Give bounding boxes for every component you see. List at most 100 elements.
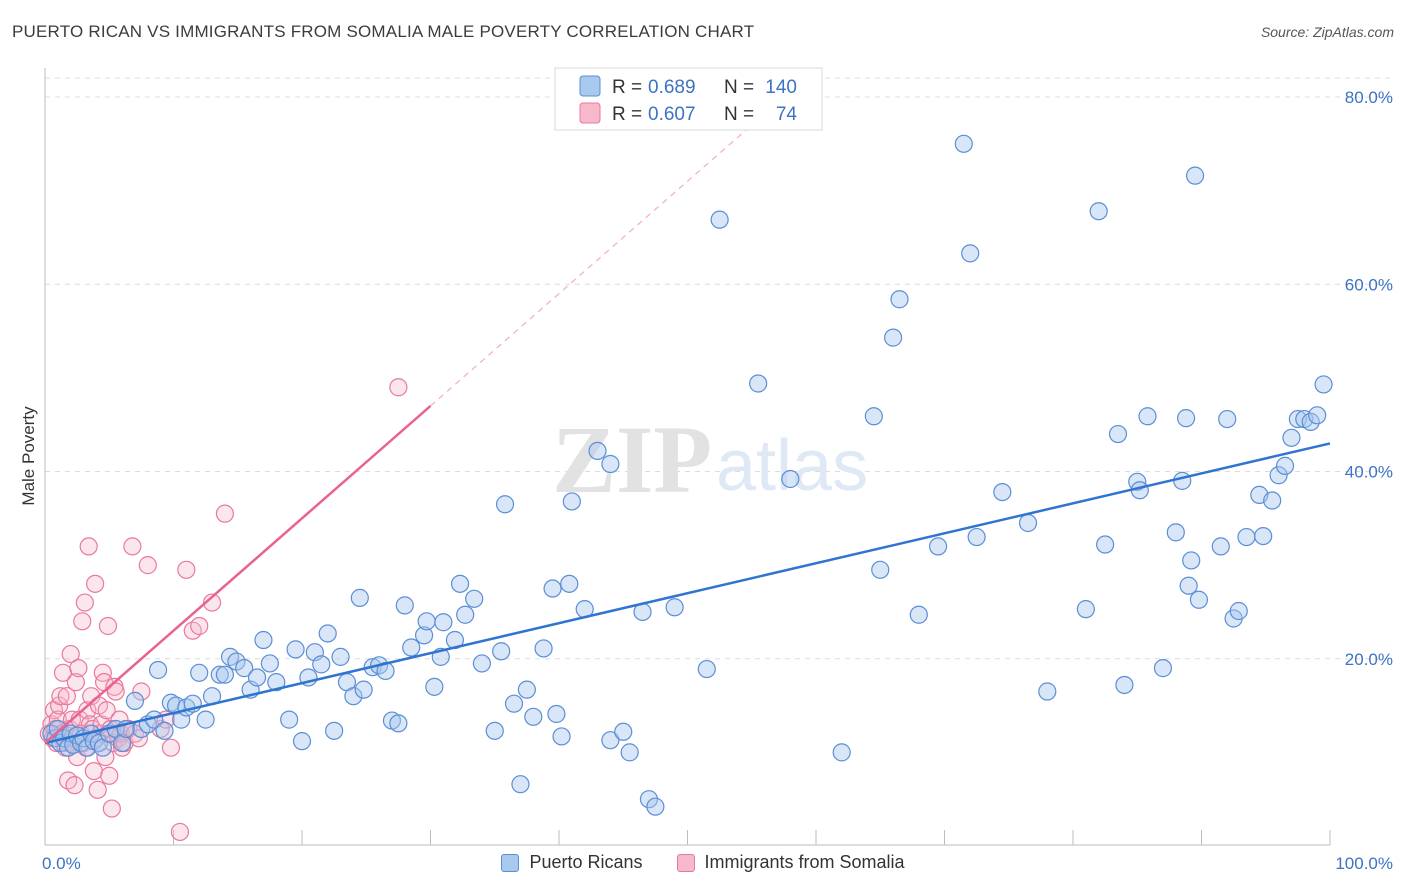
somalia-point <box>79 537 98 556</box>
puerto-rican-point <box>456 605 475 624</box>
puerto-rican-point <box>781 469 800 489</box>
puerto-rican-point <box>267 673 286 692</box>
somalia-point <box>61 644 80 664</box>
puerto-rican-point <box>1254 527 1273 546</box>
puerto-rican-point <box>961 244 980 263</box>
puerto-rican-point <box>993 482 1012 502</box>
puerto-rican-point <box>1153 659 1173 678</box>
somalia-point <box>97 701 116 720</box>
puerto-rican-point <box>890 290 909 309</box>
somalia-point <box>102 799 121 818</box>
puerto-rican-point <box>1301 412 1320 431</box>
legend-n-value-1: 140 <box>765 77 797 98</box>
puerto-rican-point <box>710 210 729 229</box>
puerto-rican-point <box>492 642 511 661</box>
puerto-rican-point <box>210 665 229 684</box>
puerto-rican-point <box>547 704 566 724</box>
somalia-trend-extension <box>430 68 817 407</box>
puerto-rican-point <box>450 574 470 593</box>
puerto-rican-point <box>543 579 562 598</box>
legend-r-value-1: 0.689 <box>648 77 696 98</box>
somalia-point <box>123 537 142 556</box>
puerto-rican-point <box>1089 202 1108 221</box>
puerto-rican-point <box>1269 466 1288 485</box>
puerto-rican-point <box>235 659 254 678</box>
legend: R = 0.689 N = 140 R = 0.607 N = 74 <box>554 67 823 131</box>
bottom-legend-label-somalia: Immigrants from Somalia <box>704 852 905 872</box>
puerto-rican-point <box>215 665 234 684</box>
puerto-rican-point <box>1282 428 1301 447</box>
puerto-rican-point <box>646 797 665 816</box>
puerto-rican-point <box>1173 471 1192 490</box>
puerto-rican-trend-line <box>44 442 1331 745</box>
legend-swatch-puerto-ricans <box>579 75 601 97</box>
somalia-point <box>215 504 234 523</box>
x-tick-label: 0.0% <box>42 854 81 873</box>
puerto-rican-point <box>1263 491 1282 510</box>
puerto-rican-point <box>254 630 273 650</box>
bottom-legend-swatch-somalia <box>676 853 695 872</box>
somalia-points <box>39 378 408 842</box>
puerto-rican-point <box>1166 523 1185 542</box>
puerto-rican-point <box>1076 600 1095 619</box>
puerto-rican-point <box>552 727 571 746</box>
somalia-point <box>66 673 85 692</box>
puerto-rican-point <box>883 328 903 347</box>
somalia-point <box>88 780 107 799</box>
somalia-point <box>170 822 190 842</box>
puerto-rican-point <box>601 731 620 750</box>
y-tick-label: 40.0% <box>1345 463 1393 482</box>
puerto-rican-point <box>350 588 369 607</box>
watermark-zip: ZIP <box>552 406 712 513</box>
bottom-legend-item-puerto-ricans: Puerto Ricans <box>501 852 643 873</box>
puerto-rican-point <box>78 738 97 757</box>
legend-swatch-somalia <box>579 102 601 124</box>
puerto-rican-point <box>749 374 768 393</box>
puerto-rican-point <box>1182 551 1201 570</box>
somalia-point <box>73 612 92 631</box>
puerto-rican-point <box>534 639 553 658</box>
puerto-rican-points <box>42 134 1333 816</box>
somalia-point <box>50 696 69 715</box>
puerto-rican-point <box>1096 535 1115 554</box>
puerto-rican-point <box>639 790 659 809</box>
puerto-rican-point <box>247 668 267 687</box>
puerto-rican-point <box>562 492 581 511</box>
puerto-rican-point <box>620 743 639 762</box>
legend-r-label-2: R = <box>612 104 642 125</box>
puerto-rican-point <box>389 714 408 733</box>
puerto-rican-point <box>1237 527 1256 547</box>
y-axis-label: Male Poverty <box>19 406 38 506</box>
puerto-rican-point <box>524 707 543 726</box>
grid <box>45 77 1392 660</box>
bottom-legend: Puerto Ricans Immigrants from Somalia <box>0 852 1406 873</box>
puerto-rican-point <box>517 680 536 699</box>
puerto-rican-point <box>196 710 215 729</box>
source-label: Source: ZipAtlas.com <box>1260 24 1394 40</box>
somalia-point <box>389 378 408 397</box>
x-tick-label: 100.0% <box>1335 854 1393 873</box>
puerto-rican-point <box>485 721 504 740</box>
y-tick-label: 60.0% <box>1345 275 1393 294</box>
somalia-point <box>65 776 84 795</box>
puerto-rican-point <box>601 454 620 474</box>
somalia-point <box>98 616 118 636</box>
puerto-rican-point <box>909 605 928 624</box>
puerto-rican-point <box>1189 590 1209 609</box>
puerto-rican-point <box>260 654 279 673</box>
puerto-rican-point <box>588 441 607 461</box>
puerto-rican-point <box>864 407 883 426</box>
somalia-point <box>69 659 88 678</box>
legend-n-value-2: 74 <box>776 104 798 125</box>
puerto-rican-point <box>665 598 684 617</box>
y-tick-label: 20.0% <box>1345 650 1393 669</box>
axes <box>44 68 1331 846</box>
puerto-rican-point <box>504 694 524 713</box>
puerto-rican-point <box>697 659 716 679</box>
somalia-point <box>138 556 157 575</box>
puerto-rican-point <box>928 537 948 556</box>
puerto-rican-point <box>967 527 986 547</box>
puerto-rican-point <box>402 638 421 657</box>
puerto-rican-point <box>1115 675 1134 695</box>
somalia-point <box>161 738 181 757</box>
